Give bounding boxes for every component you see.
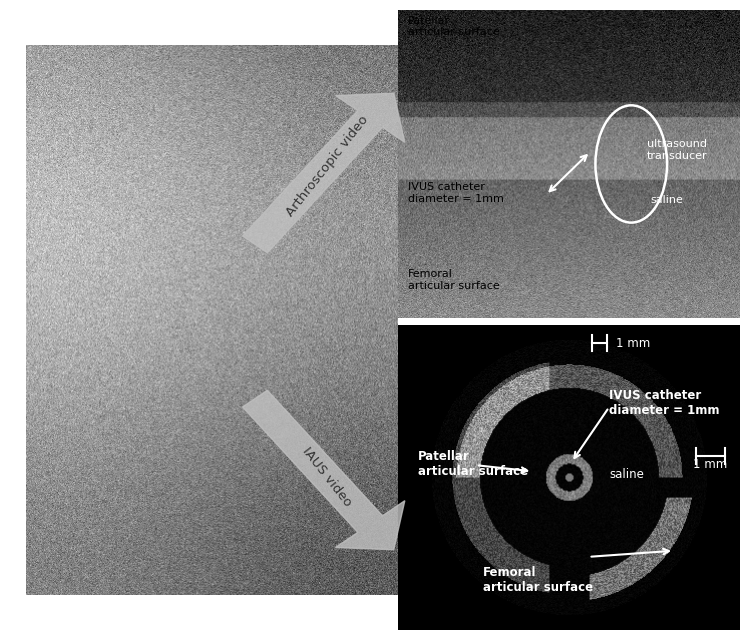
Text: Patellar
articular surface: Patellar articular surface [418,450,528,478]
FancyArrow shape [242,93,405,253]
Text: saline: saline [650,195,683,205]
Text: Femoral
articular surface: Femoral articular surface [483,566,593,594]
Text: IAUS video: IAUS video [300,445,355,509]
Text: 1 mm: 1 mm [616,336,650,350]
Text: IVUS catheter
diameter = 1mm: IVUS catheter diameter = 1mm [609,389,719,417]
Text: 1 mm: 1 mm [692,458,727,471]
Text: ultrasound
transducer: ultrasound transducer [646,140,707,161]
Text: saline: saline [609,468,644,481]
Text: IVUS catheter
diameter = 1mm: IVUS catheter diameter = 1mm [408,183,503,204]
Text: Patellar
articular surface: Patellar articular surface [408,16,500,37]
Text: Arthroscopic video: Arthroscopic video [284,113,370,219]
FancyArrow shape [242,390,405,550]
Text: Femoral
articular surface: Femoral articular surface [408,269,500,291]
